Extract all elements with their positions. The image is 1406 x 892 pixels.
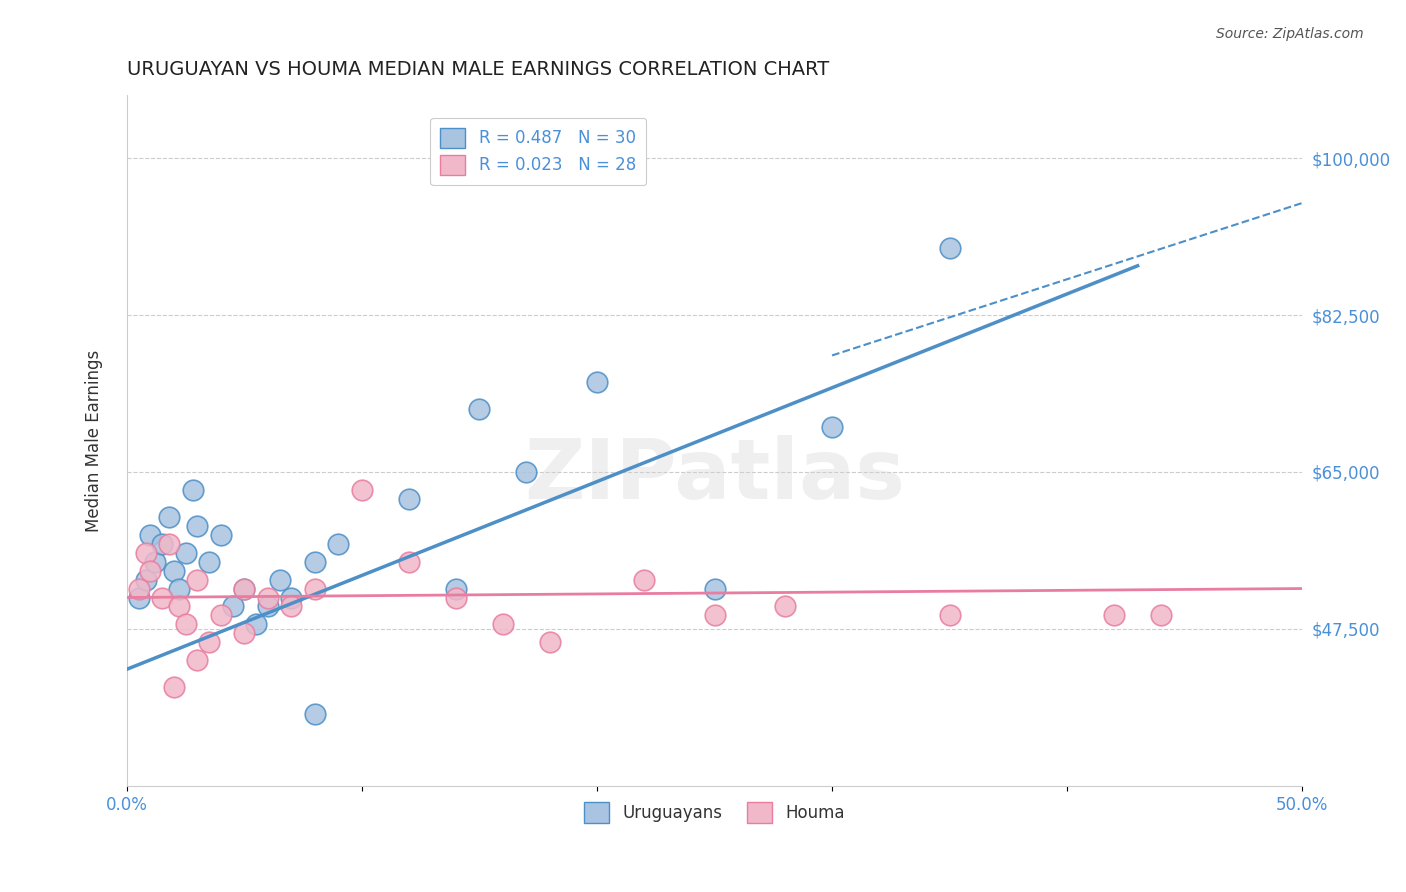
- Legend: Uruguayans, Houma: Uruguayans, Houma: [574, 792, 855, 832]
- Point: [174, 546, 197, 560]
- Point: [233, 582, 256, 596]
- Text: ZIPatlas: ZIPatlas: [524, 434, 905, 516]
- Point: [186, 573, 208, 587]
- Point: [280, 599, 302, 614]
- Point: [492, 617, 515, 632]
- Point: [233, 582, 256, 596]
- Point: [135, 573, 157, 587]
- Point: [703, 608, 725, 623]
- Point: [139, 527, 162, 541]
- Point: [821, 420, 844, 434]
- Point: [233, 626, 256, 640]
- Point: [157, 509, 180, 524]
- Point: [186, 653, 208, 667]
- Text: Source: ZipAtlas.com: Source: ZipAtlas.com: [1216, 27, 1364, 41]
- Point: [163, 564, 186, 578]
- Point: [703, 582, 725, 596]
- Point: [198, 555, 221, 569]
- Point: [398, 555, 420, 569]
- Point: [269, 573, 291, 587]
- Point: [174, 617, 197, 632]
- Text: URUGUAYAN VS HOUMA MEDIAN MALE EARNINGS CORRELATION CHART: URUGUAYAN VS HOUMA MEDIAN MALE EARNINGS …: [127, 60, 830, 78]
- Point: [304, 707, 326, 722]
- Y-axis label: Median Male Earnings: Median Male Earnings: [86, 350, 103, 532]
- Point: [209, 527, 232, 541]
- Point: [1102, 608, 1125, 623]
- Point: [150, 591, 173, 605]
- Point: [586, 376, 609, 390]
- Point: [245, 617, 267, 632]
- Point: [167, 599, 190, 614]
- Point: [257, 599, 280, 614]
- Point: [938, 241, 960, 255]
- Point: [221, 599, 243, 614]
- Point: [304, 555, 326, 569]
- Point: [139, 564, 162, 578]
- Point: [163, 680, 186, 694]
- Point: [398, 491, 420, 506]
- Point: [198, 635, 221, 649]
- Point: [304, 582, 326, 596]
- Point: [444, 591, 467, 605]
- Point: [135, 546, 157, 560]
- Point: [515, 465, 537, 479]
- Point: [280, 591, 302, 605]
- Point: [328, 537, 350, 551]
- Point: [143, 555, 166, 569]
- Point: [257, 591, 280, 605]
- Point: [538, 635, 561, 649]
- Point: [157, 537, 180, 551]
- Point: [181, 483, 204, 497]
- Point: [128, 591, 150, 605]
- Point: [468, 402, 491, 417]
- Point: [633, 573, 655, 587]
- Point: [167, 582, 190, 596]
- Point: [128, 582, 150, 596]
- Point: [209, 608, 232, 623]
- Point: [444, 582, 467, 596]
- Point: [150, 537, 173, 551]
- Point: [938, 608, 960, 623]
- Point: [1150, 608, 1173, 623]
- Point: [773, 599, 796, 614]
- Point: [350, 483, 373, 497]
- Point: [186, 518, 208, 533]
